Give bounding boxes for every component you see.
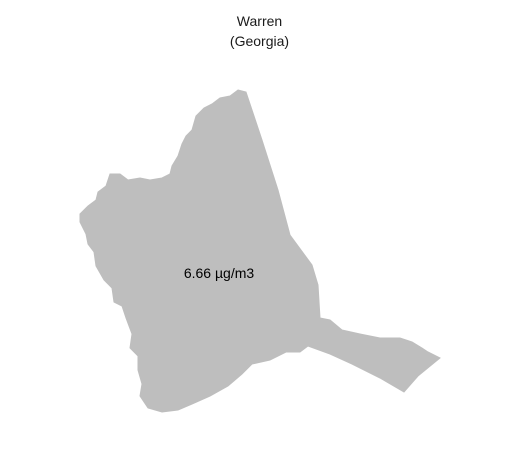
region-value-label: 6.66 µg/m3 — [184, 265, 255, 281]
map-subtitle: (Georgia) — [229, 33, 290, 49]
map-title: Warren — [236, 13, 283, 29]
county-shape-warren — [79, 89, 441, 413]
